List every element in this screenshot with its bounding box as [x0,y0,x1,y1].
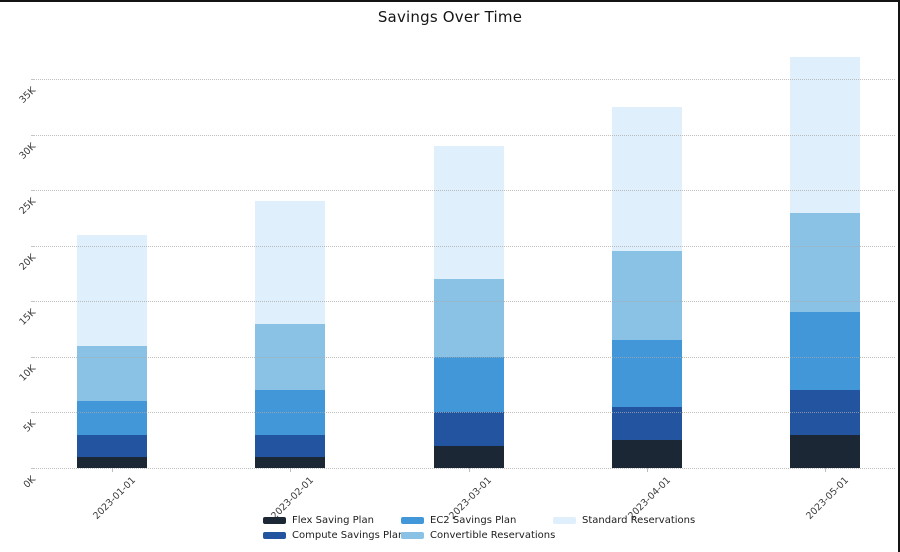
y-gridline [36,134,895,136]
y-axis-tick [31,356,35,358]
y-axis-tick [31,412,35,414]
y-tick-label: 20K [17,251,38,273]
y-tick-label: 25K [17,196,38,218]
x-tick-label: 2023-01-01 [90,475,138,522]
bar-segment [77,434,147,457]
bar-segment [77,456,147,468]
bar-2023-03-01 [432,145,505,468]
bar-segment [255,456,326,468]
window-top-border [0,0,900,2]
y-gridline [36,79,895,81]
bar-segment [255,201,326,324]
x-axis-tick [825,468,826,472]
y-gridline [36,468,895,469]
legend-item: Standard Reservations [553,515,695,526]
y-tick-label: 10K [17,362,38,384]
chart-title: Savings Over Time [377,8,523,26]
y-axis-tick [31,190,35,192]
x-axis-tick [112,468,113,472]
y-axis-tick [31,245,35,247]
y-axis-tick [31,79,35,81]
legend-label: Standard Reservations [582,515,696,526]
legend-item: Flex Saving Plan [263,515,374,526]
bar-segment [433,145,504,280]
legend-swatch [401,531,424,539]
bar-2023-05-01 [789,56,861,468]
x-axis-tick [468,468,470,472]
bar-segment [433,445,504,468]
bar-segment [790,434,860,468]
bar-segment [611,106,682,252]
bar-segment [433,279,504,357]
bar-segment [77,345,147,402]
y-tick-label: 30K [17,140,38,162]
y-gridline [36,356,895,358]
legend-label: Flex Saving Plan [292,515,374,526]
x-axis-tick [646,468,648,472]
bar-segment [77,234,147,346]
legend-label: EC2 Savings Plan [430,515,517,526]
bar-segment [611,251,682,341]
bar-segment [77,401,147,435]
bar-2023-01-01 [76,234,148,468]
y-axis-tick [31,134,35,136]
y-gridline [36,301,895,303]
y-axis-tick [31,301,35,303]
y-gridline [36,412,895,414]
legend-swatch [553,517,576,524]
y-gridline [36,245,895,247]
x-axis-tick [290,468,292,472]
bar-segment [433,356,504,413]
legend-swatch [263,517,286,524]
bar-segment [255,434,326,457]
window-right-border [898,0,900,552]
bar-segment [611,440,682,468]
y-tick-label: 35K [17,85,38,106]
x-tick-label: 2023-05-01 [803,475,851,522]
legend-item: Compute Savings Plan [263,530,404,541]
bar-2023-02-01 [254,201,327,468]
y-tick-label: 5K [21,418,38,435]
y-tick-label: 0K [21,474,38,491]
legend-swatch [263,531,286,539]
bar-segment [611,340,682,407]
y-axis-tick [31,468,35,469]
legend-item: Convertible Reservations [401,530,555,541]
bar-segment [433,412,504,446]
legend-label: Compute Savings Plan [292,529,405,541]
y-tick-label: 15K [17,307,38,329]
bar-segment [790,212,860,313]
legend-swatch [401,517,424,524]
bar-2023-04-01 [610,106,683,468]
bar-segment [790,312,860,391]
y-gridline [36,190,895,192]
legend-label: Convertible Reservations [430,529,556,541]
legend-item: EC2 Savings Plan [401,515,516,526]
